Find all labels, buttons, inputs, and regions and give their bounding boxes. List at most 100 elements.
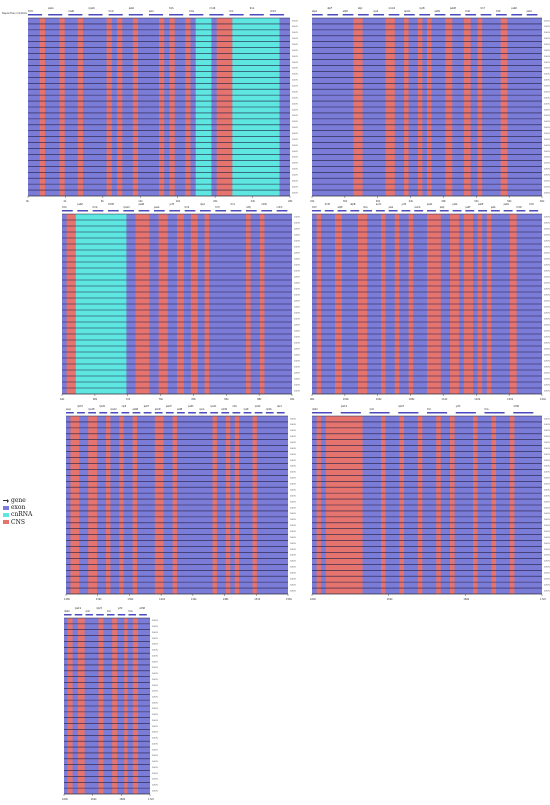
pct-label: 100% (152, 743, 158, 745)
gene-bar (511, 14, 523, 16)
pct-label: 100% (544, 348, 550, 350)
axis-tick-label: 12k (138, 200, 143, 203)
gene-label: trnE (496, 10, 501, 13)
pct-label: 100% (544, 531, 550, 533)
pct-label: 100% (544, 192, 550, 194)
gene-label: atpE (338, 206, 344, 209)
gene-label: rps14 (123, 206, 130, 209)
pct-label: 100% (290, 537, 296, 539)
gene-bar (419, 14, 431, 16)
axis-tick-label: 24k (251, 200, 256, 203)
pct-label: 100% (294, 390, 300, 392)
pct-label: 100% (292, 91, 298, 93)
gene-label: psbF (465, 206, 471, 209)
axis-tick-label: 160k (62, 798, 69, 801)
gene-label: rpl23 (398, 405, 404, 408)
pct-label: 100% (292, 139, 298, 141)
pct-label: 100% (294, 360, 300, 362)
gene-bar (375, 210, 385, 212)
gene-bar (414, 210, 424, 212)
axis-tick-label: 160k (310, 598, 317, 601)
pct-label: 100% (152, 655, 158, 657)
pct-label: 100% (292, 50, 298, 52)
gene-label: atpA (312, 10, 318, 13)
pct-label: 100% (290, 466, 296, 468)
pct-label: 100% (544, 590, 550, 592)
alignment-panel: 100% 100% 100% 100% 100% 100% 100% 100% 100% 100%… (310, 405, 550, 601)
gene-label: ndhK (261, 203, 267, 206)
gene-bar (221, 412, 230, 414)
pct-label: 100% (544, 466, 550, 468)
pct-label: 100% (290, 484, 296, 486)
pct-label: 100% (292, 145, 298, 147)
pct-label: 100% (152, 696, 158, 698)
pct-label: 100% (294, 258, 300, 260)
axis-tick-label: 104k (376, 398, 383, 401)
pct-label: 100% (544, 91, 550, 93)
pct-label: 100% (292, 186, 298, 188)
axis-tick-label: 92k (290, 398, 295, 401)
pct-label: 100% (544, 513, 550, 515)
pct-label: 100% (544, 519, 550, 521)
pct-label: 100% (290, 584, 296, 586)
pct-label: 100% (544, 258, 550, 260)
axis-tick-label: 48k (441, 200, 446, 203)
pct-label: 100% (294, 336, 300, 338)
gene-label: rps19 (75, 607, 82, 610)
gene-label: psbM (450, 7, 456, 10)
gene-bar (169, 210, 181, 212)
pct-label: 100% (152, 714, 158, 716)
pct-label: 100% (294, 252, 300, 254)
pct-label: 100% (294, 282, 300, 284)
gene-label: rps3 (277, 405, 282, 408)
pct-label: 100% (544, 478, 550, 480)
gene-bar (373, 14, 385, 16)
pct-label: 100% (544, 20, 550, 22)
gene-bar (154, 412, 163, 414)
pct-label: 100% (152, 773, 158, 775)
gene-label: psaA (154, 206, 160, 209)
pct-label: 100% (294, 372, 300, 374)
gene-label: rpl16 (266, 408, 272, 411)
pct-label: 100% (290, 436, 296, 438)
gene-label: atpI (358, 7, 363, 10)
gene-bar (28, 14, 43, 16)
pct-label: 100% (544, 294, 550, 296)
gene-bar (143, 412, 152, 414)
pct-label: 100% (544, 584, 550, 586)
pct-label: 100% (544, 390, 550, 392)
pct-label: 100% (290, 460, 296, 462)
pct-label: 100% (152, 726, 158, 728)
pct-label: 100% (292, 180, 298, 182)
gene-bar (215, 210, 227, 212)
pct-label: 100% (294, 300, 300, 302)
alignment-panel: 100% 100% 100% 100% 100% 100% 100% 100% 100% 100%… (60, 203, 300, 401)
gene-bar (465, 210, 475, 212)
gene-label: psbK (129, 7, 135, 10)
gene-bar (404, 14, 415, 16)
gene-label: petN (435, 10, 441, 13)
axis-tick-label: 120k (507, 398, 514, 401)
pct-label: 100% (544, 306, 550, 308)
axis-tick-label: 108k (409, 398, 416, 401)
pct-label: 100% (544, 80, 550, 82)
pct-label: 100% (544, 103, 550, 105)
pct-label: 100% (290, 489, 296, 491)
pct-label: 100% (544, 324, 550, 326)
pct-label: 100% (294, 378, 300, 380)
pct-label: 100% (544, 573, 550, 575)
pct-label: 100% (152, 685, 158, 687)
pct-label: 100% (152, 767, 158, 769)
gene-bar (369, 412, 390, 414)
pct-label: 100% (292, 151, 298, 153)
pct-label: 100% (544, 424, 550, 426)
pct-label: 100% (544, 354, 550, 356)
pct-label: 100% (544, 507, 550, 509)
gene-label: rps16 (88, 7, 95, 10)
pct-label: 100% (292, 169, 298, 171)
gene-label: rpl14 (255, 405, 261, 408)
gene-bar (312, 14, 323, 16)
gene-bar (337, 210, 347, 212)
pct-label: 100% (152, 738, 158, 740)
gene-label: matK (68, 10, 74, 13)
